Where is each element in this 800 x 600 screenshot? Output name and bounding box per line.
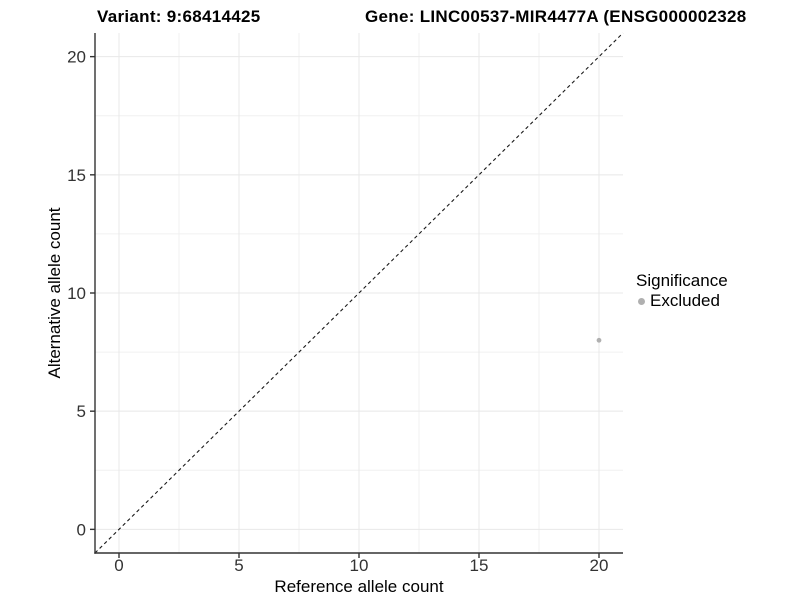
x-tick-label: 10 (350, 556, 369, 575)
x-tick-label: 15 (470, 556, 489, 575)
y-tick-label: 5 (77, 402, 86, 421)
plot-title: Variant: 9:68414425 Gene: LINC00537-MIR4… (0, 0, 800, 30)
y-axis-title: Alternative allele count (45, 207, 64, 379)
legend-item-excluded: Excluded (636, 291, 728, 311)
y-tick-label: 0 (77, 520, 86, 539)
data-point (596, 337, 602, 343)
legend-title: Significance (636, 271, 728, 290)
x-tick-label: 20 (590, 556, 609, 575)
y-tick-label: 20 (67, 48, 86, 67)
plot-title-variant: Variant: 9:68414425 (97, 7, 261, 26)
y-tick-label: 10 (67, 284, 86, 303)
x-tick-label: 5 (234, 556, 243, 575)
x-axis-title: Reference allele count (274, 577, 444, 596)
plot-title-gene: Gene: LINC00537-MIR4477A (ENSG000002328 (365, 7, 747, 26)
identity-dashed-line (94, 32, 624, 554)
y-tick-label: 15 (67, 166, 86, 185)
x-tick-label: 0 (114, 556, 123, 575)
legend: Significance Excluded (636, 271, 728, 311)
legend-point-icon (638, 297, 645, 305)
legend-item-label: Excluded (650, 291, 720, 310)
